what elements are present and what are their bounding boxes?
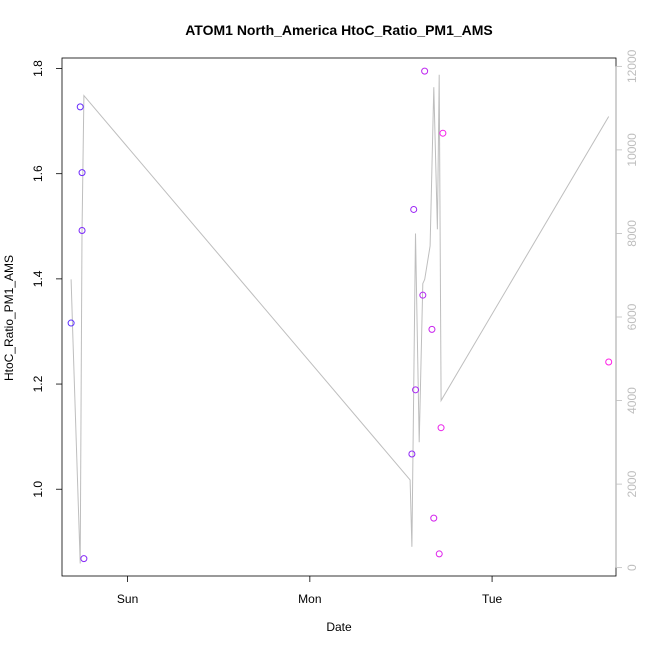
x-tick-label-2: Tue [482,592,503,606]
data-point-0 [67,319,75,327]
x-axis-label: Date [326,620,352,634]
data-point-8 [419,291,427,299]
line-series [70,74,610,564]
data-point-11 [430,514,438,522]
data-point-3 [78,226,86,234]
data-point-14 [439,129,447,137]
y-axis-right: 0 2000 4000 6000 8000 10000 12000 [615,49,639,571]
data-point-15 [605,358,613,366]
plot-frame [61,57,617,577]
y2-tick-label-1: 2000 [625,470,639,497]
y2-tick-label-6: 12000 [625,49,639,83]
data-point-12 [435,550,443,558]
chart-title: ATOM1 North_America HtoC_Ratio_PM1_AMS [185,22,493,38]
data-point-13 [437,424,445,432]
point-series [67,67,613,563]
y2-tick-label-5: 10000 [625,133,639,167]
data-point-9 [421,67,429,75]
y-tick-label-0: 1.0 [31,481,45,498]
data-point-7 [412,386,420,394]
y2-tick-label-2: 4000 [625,387,639,414]
data-point-10 [428,325,436,333]
y2-tick-label-3: 6000 [625,303,639,330]
y-axis-left: 1.0 1.2 1.4 1.6 1.8 [31,60,62,498]
x-tick-label-1: Mon [298,592,321,606]
y-tick-label-1: 1.2 [31,375,45,392]
y-tick-label-3: 1.6 [31,165,45,182]
x-axis: Sun Mon Tue [117,576,503,606]
data-point-2 [78,169,86,177]
y-tick-label-2: 1.4 [31,270,45,287]
secondary-line [70,74,610,564]
y-axis-label: HtoC_Ratio_PM1_AMS [2,255,16,381]
x-tick-label-0: Sun [117,592,138,606]
data-point-5 [408,450,416,458]
data-point-1 [76,103,84,111]
y2-tick-label-0: 0 [625,564,639,571]
y-tick-label-4: 1.8 [31,60,45,77]
data-point-4 [80,555,88,563]
y2-tick-label-4: 8000 [625,220,639,247]
data-point-6 [410,205,418,213]
